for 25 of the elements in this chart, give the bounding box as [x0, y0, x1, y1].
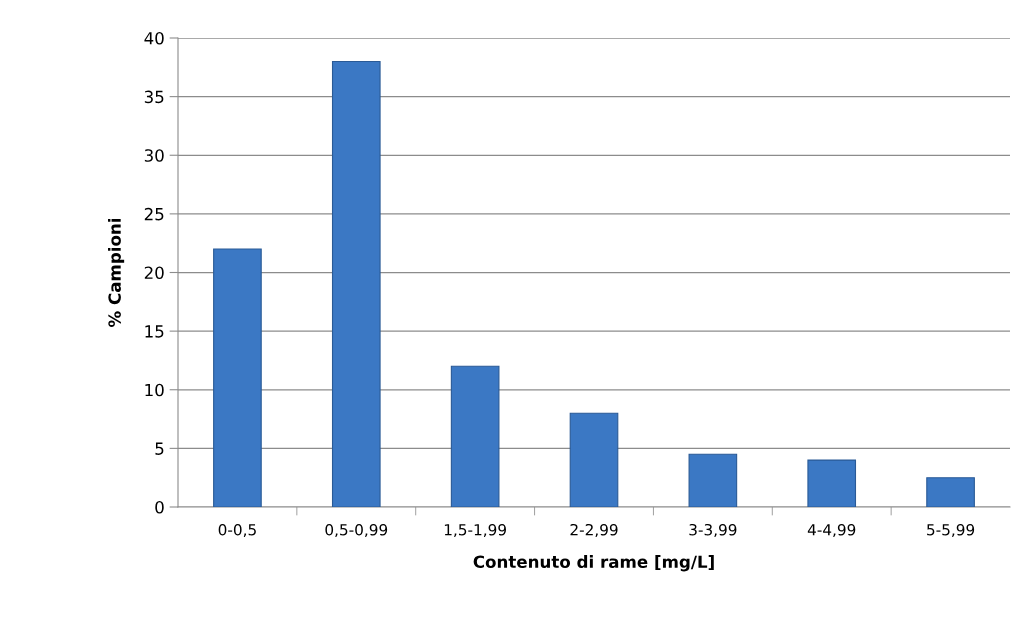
bar — [331, 60, 381, 507]
x-tick-label: 1,5-1,99 — [444, 523, 506, 538]
bar — [569, 412, 619, 507]
x-axis-title: Contenuto di rame [mg/L] — [473, 555, 714, 572]
x-tick-label: 0-0,5 — [218, 523, 256, 538]
y-tick-label: 0 — [155, 500, 164, 514]
x-tick-label: 5-5,99 — [927, 523, 975, 538]
y-tick-label: 30 — [144, 149, 164, 162]
bar — [688, 453, 738, 507]
x-tick-label: 2-2,99 — [570, 523, 618, 538]
y-axis-title: % Campioni — [108, 218, 125, 327]
bar — [450, 365, 500, 507]
y-tick-label: 25 — [144, 207, 164, 221]
x-tick-label: 3-3,99 — [689, 523, 737, 538]
bar — [926, 477, 975, 507]
y-tick-label: 5 — [155, 442, 164, 455]
y-tick-label: 40 — [144, 31, 164, 45]
y-tick-label: 15 — [145, 325, 164, 338]
bar — [213, 248, 262, 507]
bar — [807, 459, 857, 507]
x-tick-label: 4-4,99 — [807, 523, 856, 538]
y-tick-label: 35 — [144, 90, 164, 104]
y-tick-label: 20 — [144, 266, 164, 280]
x-tick-label: 0,5-0,99 — [325, 523, 388, 538]
y-tick-label: 10 — [145, 383, 164, 397]
